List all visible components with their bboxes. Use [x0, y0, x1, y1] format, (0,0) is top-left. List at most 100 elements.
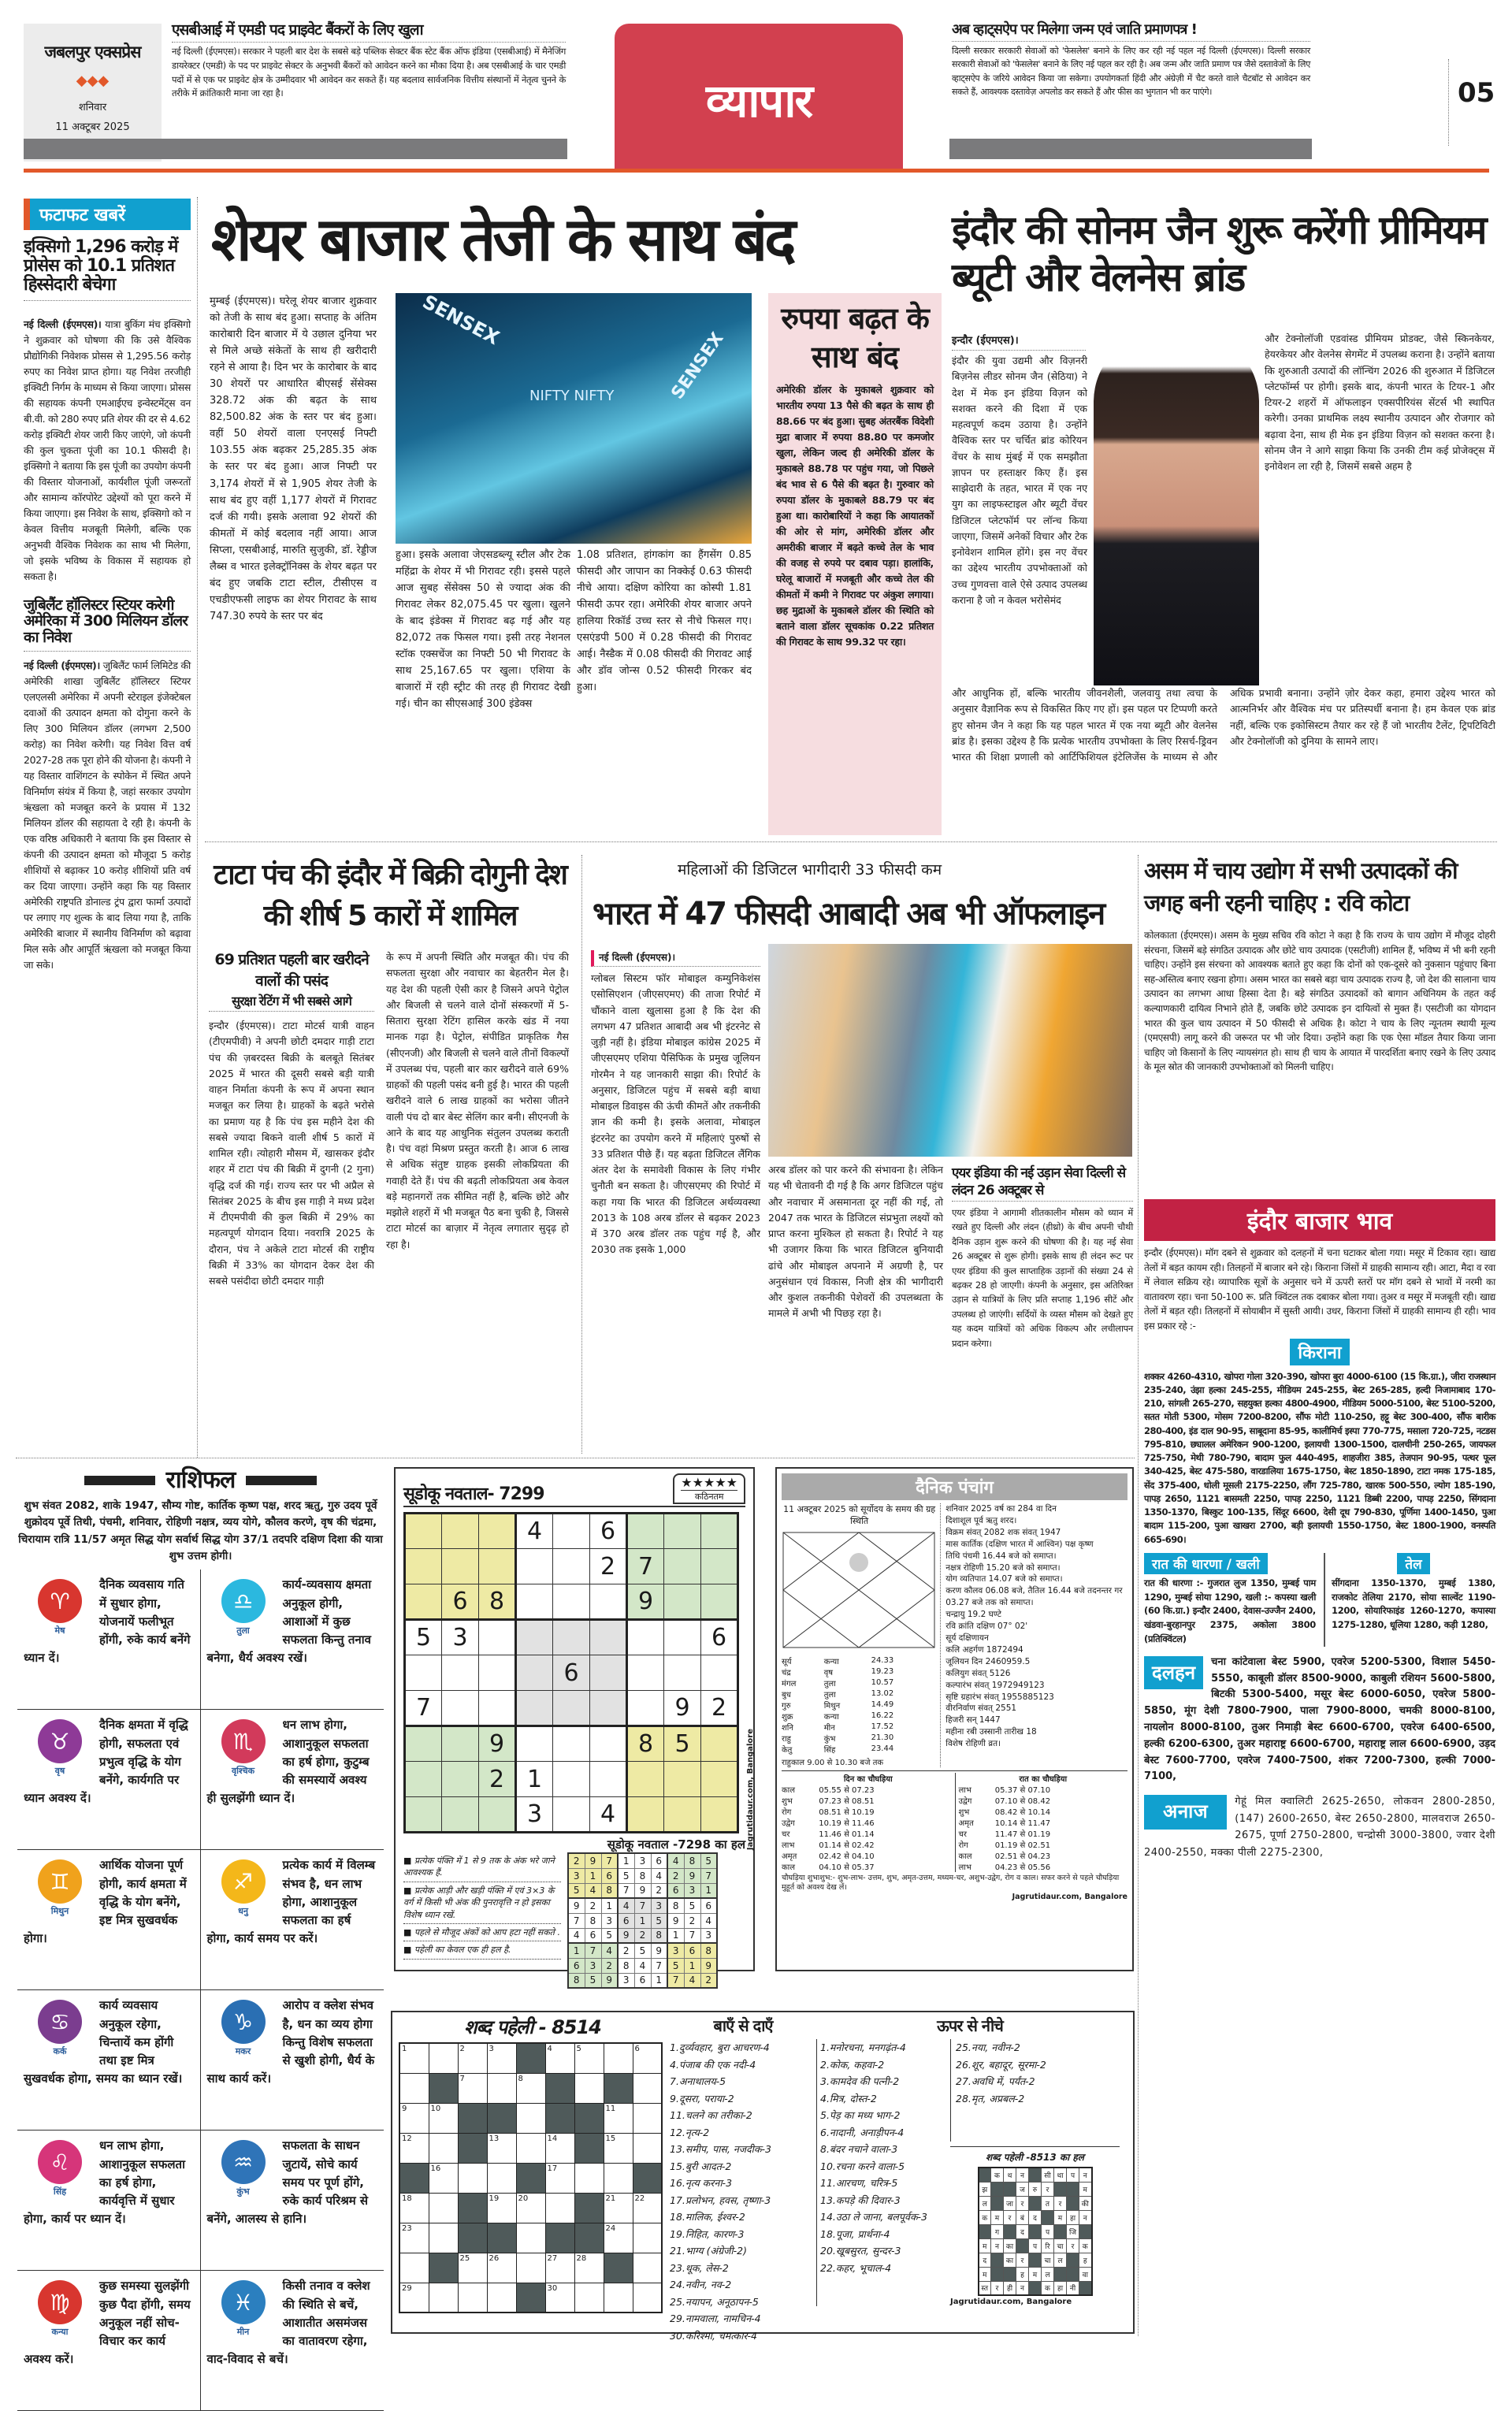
sudoku-cell[interactable] — [663, 1796, 701, 1833]
sudoku-cell[interactable] — [700, 1584, 738, 1621]
crossword-cell[interactable]: 29 — [399, 2282, 429, 2313]
sudoku-cell[interactable] — [663, 1513, 701, 1549]
crossword-cell[interactable]: 30 — [544, 2282, 575, 2313]
crossword-cell[interactable] — [428, 2222, 459, 2253]
sudoku-cell[interactable]: 7 — [404, 1690, 442, 1727]
sudoku-cell[interactable] — [626, 1619, 664, 1655]
crossword-cell[interactable]: 27 — [544, 2252, 575, 2283]
sudoku-cell[interactable]: 6 — [589, 1513, 628, 1549]
sudoku-cell[interactable] — [515, 1548, 553, 1584]
sudoku-cell[interactable] — [700, 1726, 738, 1762]
sudoku-cell[interactable] — [441, 1655, 479, 1691]
sudoku-cell[interactable]: 4 — [515, 1513, 553, 1549]
crossword-cell[interactable] — [603, 2162, 633, 2194]
crossword-cell[interactable]: 28 — [574, 2252, 604, 2283]
sudoku-cell[interactable] — [552, 1513, 590, 1549]
sudoku-cell[interactable]: 2 — [589, 1548, 628, 1584]
sudoku-cell[interactable] — [404, 1548, 442, 1584]
crossword-cell[interactable]: 16 — [428, 2162, 459, 2194]
crossword-cell[interactable]: 12 — [399, 2132, 429, 2164]
sudoku-cell[interactable]: 6 — [700, 1619, 738, 1655]
crossword-cell[interactable] — [515, 2132, 546, 2164]
sudoku-cell[interactable] — [700, 1761, 738, 1797]
crossword-cell[interactable]: 2 — [457, 2042, 488, 2074]
sudoku-cell[interactable] — [663, 1761, 701, 1797]
crossword-cell[interactable]: 17 — [544, 2162, 575, 2194]
crossword-cell[interactable]: 25 — [457, 2252, 488, 2283]
crossword-cell[interactable]: 26 — [486, 2252, 517, 2283]
crossword-cell[interactable] — [632, 2222, 663, 2253]
sudoku-cell[interactable] — [478, 1548, 517, 1584]
sudoku-cell[interactable] — [404, 1726, 442, 1762]
sudoku-cell[interactable] — [404, 1761, 442, 1797]
crossword-cell[interactable] — [457, 2162, 488, 2194]
sudoku-cell[interactable]: 8 — [626, 1726, 664, 1762]
crossword-cell[interactable]: 18 — [399, 2192, 429, 2223]
sudoku-cell[interactable] — [589, 1655, 628, 1691]
crossword-cell[interactable]: 5 — [574, 2042, 604, 2074]
sudoku-cell[interactable] — [478, 1655, 517, 1691]
crossword-cell[interactable] — [428, 2132, 459, 2164]
crossword-cell[interactable] — [486, 2072, 517, 2104]
crossword-cell[interactable]: 21 — [603, 2192, 633, 2223]
crossword-cell[interactable] — [399, 2252, 429, 2283]
crossword-cell[interactable]: 6 — [632, 2042, 663, 2074]
crossword-cell[interactable]: 4 — [544, 2042, 575, 2074]
crossword-cell[interactable]: 14 — [544, 2132, 575, 2164]
sudoku-cell[interactable] — [404, 1655, 442, 1691]
sudoku-cell[interactable]: 6 — [552, 1655, 590, 1691]
crossword-cell[interactable]: 10 — [428, 2102, 459, 2134]
sudoku-cell[interactable]: 5 — [404, 1619, 442, 1655]
crossword-cell[interactable] — [515, 2102, 546, 2134]
sudoku-cell[interactable] — [663, 1655, 701, 1691]
crossword-cell[interactable]: 22 — [632, 2192, 663, 2223]
crossword-cell[interactable] — [399, 2072, 429, 2104]
sudoku-cell[interactable] — [478, 1619, 517, 1655]
sudoku-cell[interactable] — [552, 1584, 590, 1621]
sudoku-cell[interactable] — [478, 1513, 517, 1549]
sudoku-cell[interactable] — [700, 1796, 738, 1833]
sudoku-cell[interactable]: 2 — [478, 1761, 517, 1797]
sudoku-cell[interactable] — [515, 1690, 553, 1727]
crossword-cell[interactable]: 13 — [486, 2132, 517, 2164]
crossword-cell[interactable] — [603, 2282, 633, 2313]
sudoku-cell[interactable]: 5 — [663, 1726, 701, 1762]
sudoku-cell[interactable] — [478, 1690, 517, 1727]
crossword-cell[interactable] — [544, 2192, 575, 2223]
sudoku-cell[interactable] — [552, 1548, 590, 1584]
sudoku-cell[interactable] — [515, 1655, 553, 1691]
sudoku-cell[interactable] — [404, 1584, 442, 1621]
crossword-grid[interactable]: 1 2 3 4 5 6 7 8 9 10 11 12 13 14 15 16 17 18 19 20 21 22 23 24 2… — [399, 2042, 663, 2314]
crossword-cell[interactable]: 11 — [603, 2102, 633, 2134]
sudoku-cell[interactable] — [552, 1796, 590, 1833]
sudoku-cell[interactable] — [552, 1619, 590, 1655]
sudoku-cell[interactable] — [515, 1584, 553, 1621]
crossword-cell[interactable] — [574, 2072, 604, 2104]
sudoku-cell[interactable] — [404, 1796, 442, 1833]
crossword-cell[interactable] — [632, 2252, 663, 2283]
sudoku-cell[interactable] — [441, 1548, 479, 1584]
sudoku-cell[interactable] — [404, 1513, 442, 1549]
crossword-cell[interactable]: 9 — [399, 2102, 429, 2134]
sudoku-cell[interactable] — [441, 1796, 479, 1833]
sudoku-cell[interactable]: 7 — [626, 1548, 664, 1584]
sudoku-cell[interactable] — [589, 1619, 628, 1655]
sudoku-cell[interactable] — [441, 1761, 479, 1797]
sudoku-cell[interactable]: 4 — [589, 1796, 628, 1833]
crossword-cell[interactable]: 7 — [457, 2072, 488, 2104]
sudoku-cell[interactable] — [589, 1584, 628, 1621]
sudoku-cell[interactable] — [515, 1619, 553, 1655]
sudoku-cell[interactable] — [663, 1619, 701, 1655]
sudoku-cell[interactable] — [552, 1726, 590, 1762]
sudoku-cell[interactable] — [626, 1690, 664, 1727]
sudoku-cell[interactable]: 9 — [626, 1584, 664, 1621]
sudoku-cell[interactable] — [515, 1726, 553, 1762]
crossword-cell[interactable]: 3 — [486, 2042, 517, 2074]
sudoku-cell[interactable]: 8 — [478, 1584, 517, 1621]
crossword-cell[interactable] — [632, 2072, 663, 2104]
sudoku-cell[interactable] — [626, 1655, 664, 1691]
sudoku-cell[interactable]: 3 — [515, 1796, 553, 1833]
crossword-cell[interactable] — [515, 2252, 546, 2283]
crossword-cell[interactable] — [603, 2042, 633, 2074]
